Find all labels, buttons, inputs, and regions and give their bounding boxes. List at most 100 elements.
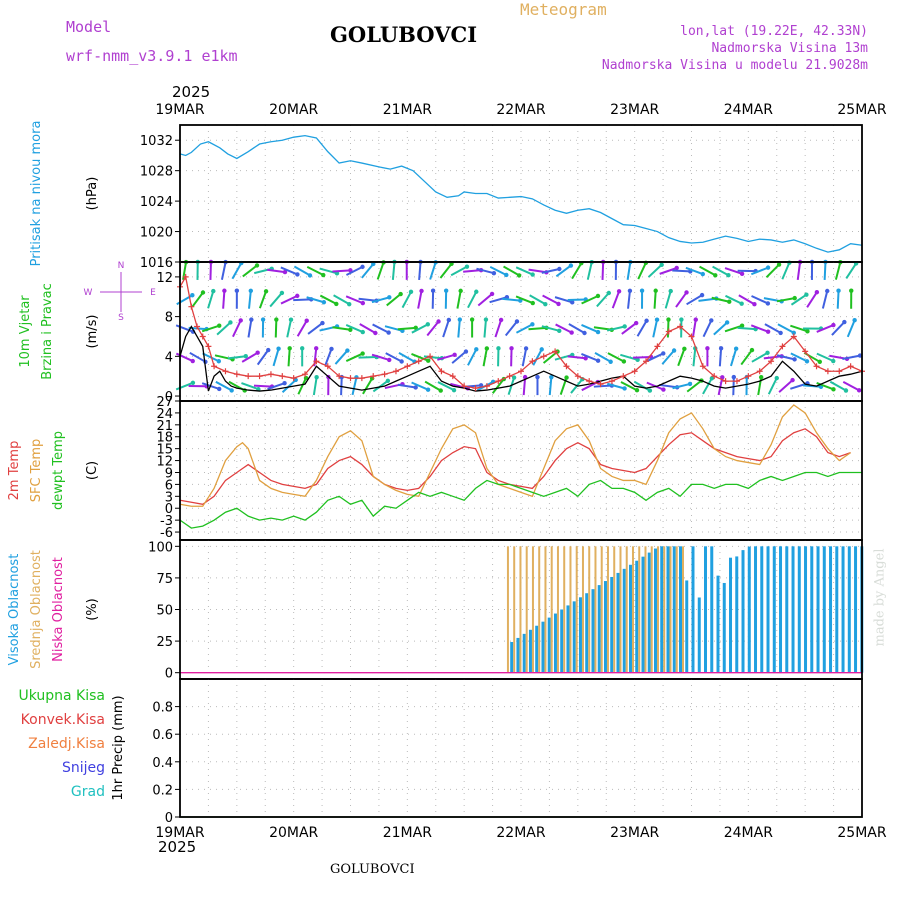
wind-arrow — [209, 261, 212, 280]
cloud-high-bar — [578, 597, 582, 673]
wind-arrow — [751, 295, 769, 305]
wind-arrow-head — [849, 288, 854, 293]
y-tick-label: 1024 — [140, 195, 173, 210]
precip-legend-label: Grad — [71, 784, 105, 800]
wind-arrow-head — [484, 346, 490, 351]
wind-arrow — [646, 352, 664, 363]
wind-arrow-head — [347, 301, 352, 307]
wind-arrow — [306, 296, 325, 304]
y-tick-label: 0 — [165, 811, 173, 826]
cloud-high-bar — [822, 546, 826, 673]
cloud-mid-bar — [556, 546, 559, 673]
wind-arrow-head — [852, 318, 857, 323]
wind-arrow-head — [718, 346, 724, 351]
wind-arrow-head — [705, 346, 710, 351]
gust-marker — [404, 363, 411, 370]
wind-arrow — [247, 319, 253, 338]
wind-arrow-head — [831, 387, 836, 392]
gust-marker — [302, 371, 309, 378]
wind-arrow — [730, 348, 738, 367]
wind-arrow-head — [457, 317, 463, 322]
wind-arrow-head — [425, 358, 431, 363]
wind-arrow — [702, 319, 713, 338]
cloud-mid-bar — [650, 546, 653, 673]
cloud-mid-bar — [594, 546, 597, 673]
wind-arrow — [467, 348, 478, 366]
cloud-high-bar — [729, 557, 733, 673]
y-tick-label: 6 — [165, 478, 173, 493]
wind-arrow — [816, 352, 834, 362]
wind-arrow-head — [804, 359, 810, 364]
wind-arrow — [555, 264, 572, 278]
series-line-pressure — [179, 134, 863, 253]
wind-arrow — [568, 323, 586, 334]
cloud-high-bar — [710, 546, 714, 673]
wind-arrow-head — [622, 324, 627, 329]
gust-marker — [540, 353, 547, 360]
wind-arrow — [293, 298, 312, 302]
x-tick-label-top: 21MAR — [383, 102, 432, 118]
cloud-high-bar — [697, 597, 701, 673]
cloud-high-bar — [841, 546, 845, 673]
wind-arrow-head — [564, 375, 569, 380]
compass-letter: N — [118, 261, 125, 271]
wind-arrow — [593, 384, 612, 388]
wind-arrow-head — [321, 300, 327, 305]
wind-arrow — [713, 321, 728, 336]
wind-arrow — [781, 262, 791, 280]
wind-arrow — [372, 379, 389, 393]
wind-arrow-head — [211, 288, 216, 294]
wind-arrow-head — [608, 359, 613, 364]
wind-arrow-head — [765, 265, 771, 270]
y-tick-label: 0.8 — [152, 701, 173, 716]
gust-marker — [449, 373, 456, 380]
wind-arrow — [281, 379, 297, 393]
wind-arrow-head — [436, 319, 441, 324]
wind-arrow-head — [498, 317, 504, 323]
wind-arrow-head — [483, 317, 489, 322]
wind-arrow-head — [386, 330, 391, 335]
wind-arrow-head — [720, 375, 725, 380]
gust-marker — [358, 375, 365, 382]
cloud-high-bar — [766, 546, 770, 673]
panel-unit-label: (hPa) — [85, 177, 100, 211]
wind-arrow — [391, 261, 396, 280]
wind-arrow-head — [438, 388, 443, 393]
wind-arrow-head — [752, 302, 757, 307]
cloud-mid-bar — [631, 546, 634, 673]
gust-marker — [188, 303, 195, 310]
wind-arrow — [242, 264, 258, 278]
wind-arrow — [467, 291, 478, 309]
panel-unit-label: (%) — [85, 598, 100, 621]
wind-arrow — [319, 294, 337, 305]
wind-arrow — [189, 351, 206, 363]
wind-arrow-head — [634, 388, 640, 393]
x-tick-label-top: 23MAR — [610, 102, 659, 118]
panel-label: Pritisak na nivou mora — [29, 121, 44, 267]
gust-marker — [438, 368, 445, 375]
wind-arrow-head — [489, 291, 495, 297]
cloud-high-bar — [660, 546, 664, 673]
wind-arrow — [248, 290, 252, 309]
y-tick-label: 0.6 — [152, 728, 173, 743]
wind-arrow — [831, 321, 846, 336]
wind-arrow-head — [243, 354, 248, 359]
wind-arrow — [633, 380, 651, 392]
y-tick-label: 0 — [165, 502, 173, 517]
wind-arrow — [398, 352, 416, 363]
wind-arrow-head — [222, 288, 227, 293]
wind-arrow — [272, 348, 280, 367]
y-tick-label: 0 — [165, 390, 173, 405]
cloud-mid-bar — [656, 546, 659, 673]
wind-arrow — [521, 348, 528, 367]
coords-label: lon,lat (19.22E, 42.33N) — [680, 24, 868, 39]
wind-arrow-head — [216, 359, 221, 364]
wind-arrow — [750, 324, 769, 333]
cloud-high-bar — [622, 568, 626, 673]
wind-arrow — [677, 348, 686, 367]
wind-arrow — [606, 382, 625, 390]
wind-arrow — [842, 380, 860, 392]
cloud-mid-bar — [575, 546, 578, 673]
x-tick-label-bottom: 20MAR — [269, 825, 318, 841]
